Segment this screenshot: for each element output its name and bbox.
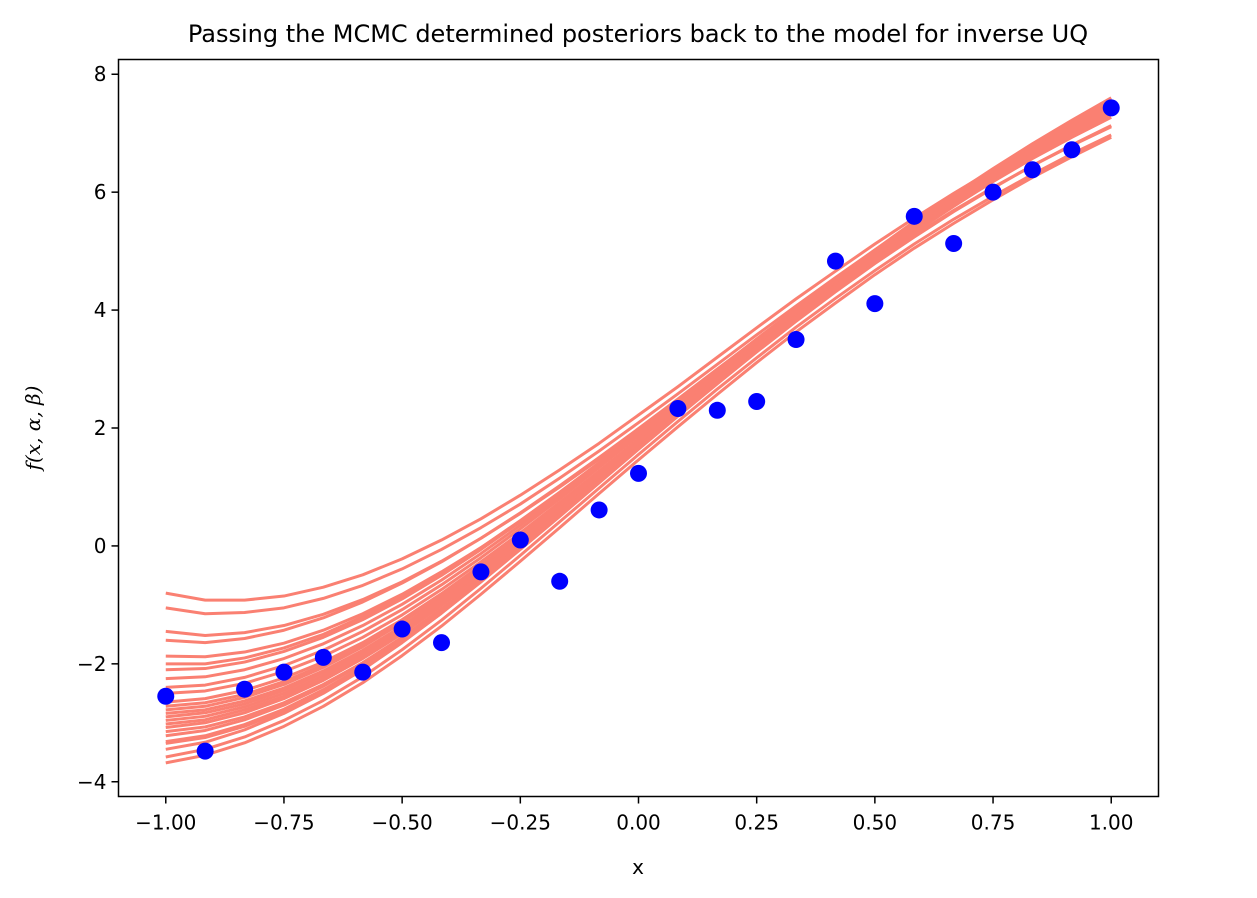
posterior-curve-22 bbox=[165, 133, 1112, 759]
observation-point bbox=[748, 392, 766, 410]
observation-point bbox=[708, 401, 726, 419]
observation-point bbox=[866, 295, 884, 313]
x-tick-label: 0.50 bbox=[853, 811, 898, 835]
y-tick-label: 4 bbox=[94, 298, 107, 322]
x-axis-label: x bbox=[632, 855, 644, 879]
observation-point bbox=[669, 400, 687, 418]
y-tick-label: 2 bbox=[94, 416, 107, 440]
posterior-curve-25 bbox=[165, 124, 1112, 745]
observation-point bbox=[630, 464, 647, 482]
svg-text:f(x, α, β): f(x, α, β) bbox=[21, 386, 45, 473]
chart-title: Passing the MCMC determined posteriors b… bbox=[188, 20, 1088, 48]
observation-point bbox=[590, 501, 608, 519]
observation-point bbox=[196, 742, 214, 760]
plot-frame bbox=[117, 58, 1160, 798]
observation-point bbox=[275, 663, 293, 681]
posterior-curve-12 bbox=[165, 98, 1112, 712]
observation-point bbox=[945, 234, 963, 252]
x-tick-label: 0.25 bbox=[734, 811, 779, 835]
x-tick-label: −0.75 bbox=[253, 811, 314, 835]
y-axis-label: f(x, α, β) bbox=[21, 386, 45, 473]
observation-point bbox=[1063, 141, 1081, 159]
x-tick-label: −1.00 bbox=[135, 811, 196, 835]
x-axis: −1.00 −0.75 −0.50 −0.25 0.00 0.25 0.50 0.75 1.00 bbox=[135, 796, 1134, 835]
x-tick-label: −0.50 bbox=[371, 811, 432, 835]
x-tick-label: 0.00 bbox=[616, 811, 661, 835]
observation-point bbox=[787, 331, 805, 349]
y-tick-label: 0 bbox=[94, 534, 107, 558]
observation-point bbox=[393, 620, 411, 638]
observation-point bbox=[433, 634, 451, 652]
y-axis: −4 −2 0 2 4 6 8 bbox=[77, 62, 119, 794]
observation-point bbox=[905, 207, 923, 225]
y-tick-label: 8 bbox=[94, 62, 107, 86]
observation-point bbox=[314, 648, 332, 666]
observation-point bbox=[157, 687, 175, 705]
observation-point bbox=[511, 531, 529, 549]
observation-point bbox=[826, 252, 844, 270]
observation-point bbox=[984, 183, 1002, 201]
observation-point bbox=[472, 563, 490, 581]
x-tick-label: 1.00 bbox=[1089, 811, 1134, 835]
observation-point bbox=[354, 663, 372, 681]
observation-point bbox=[1023, 161, 1041, 179]
observation-point bbox=[551, 572, 569, 590]
y-tick-label: −4 bbox=[77, 770, 106, 794]
observation-point bbox=[236, 680, 254, 698]
y-tick-label: −2 bbox=[77, 652, 106, 676]
observation-point bbox=[1102, 99, 1120, 117]
posterior-curve-23 bbox=[165, 135, 1112, 765]
x-tick-label: −0.25 bbox=[490, 811, 551, 835]
x-tick-label: 0.75 bbox=[971, 811, 1016, 835]
plot-area bbox=[157, 96, 1120, 765]
y-tick-label: 6 bbox=[94, 180, 107, 204]
